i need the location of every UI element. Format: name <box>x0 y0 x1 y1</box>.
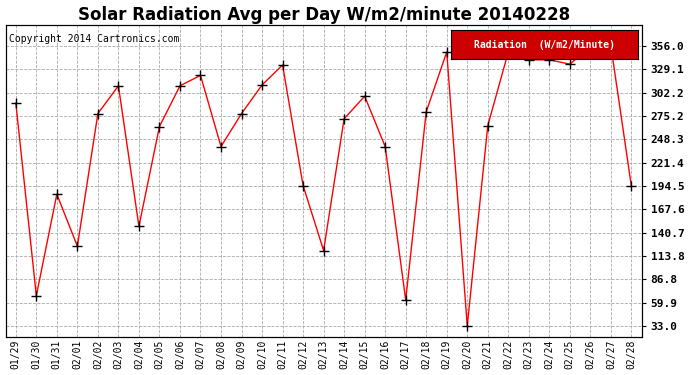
Point <box>523 57 534 63</box>
Point <box>544 57 555 63</box>
Point <box>421 109 432 115</box>
Point <box>113 83 124 89</box>
Point <box>359 93 370 99</box>
Point <box>51 191 62 197</box>
Point <box>318 248 329 254</box>
Point <box>92 111 104 117</box>
Point <box>585 44 596 50</box>
Point <box>10 100 21 106</box>
Point <box>31 292 42 298</box>
Point <box>441 49 452 55</box>
Point <box>257 82 268 88</box>
Point <box>380 144 391 150</box>
Text: Copyright 2014 Cartronics.com: Copyright 2014 Cartronics.com <box>9 34 179 45</box>
Point <box>462 323 473 329</box>
Point <box>133 223 144 229</box>
Point <box>297 183 308 189</box>
Point <box>154 124 165 130</box>
Point <box>564 61 575 67</box>
Point <box>236 111 247 117</box>
Point <box>175 83 186 89</box>
Point <box>503 49 514 55</box>
Point <box>400 297 411 303</box>
Point <box>277 62 288 68</box>
Point <box>339 116 350 122</box>
Title: Solar Radiation Avg per Day W/m2/minute 20140228: Solar Radiation Avg per Day W/m2/minute … <box>77 6 570 24</box>
Point <box>195 72 206 78</box>
Point <box>72 243 83 249</box>
Point <box>215 144 226 150</box>
Point <box>626 183 637 189</box>
Point <box>482 123 493 129</box>
Point <box>605 43 616 49</box>
